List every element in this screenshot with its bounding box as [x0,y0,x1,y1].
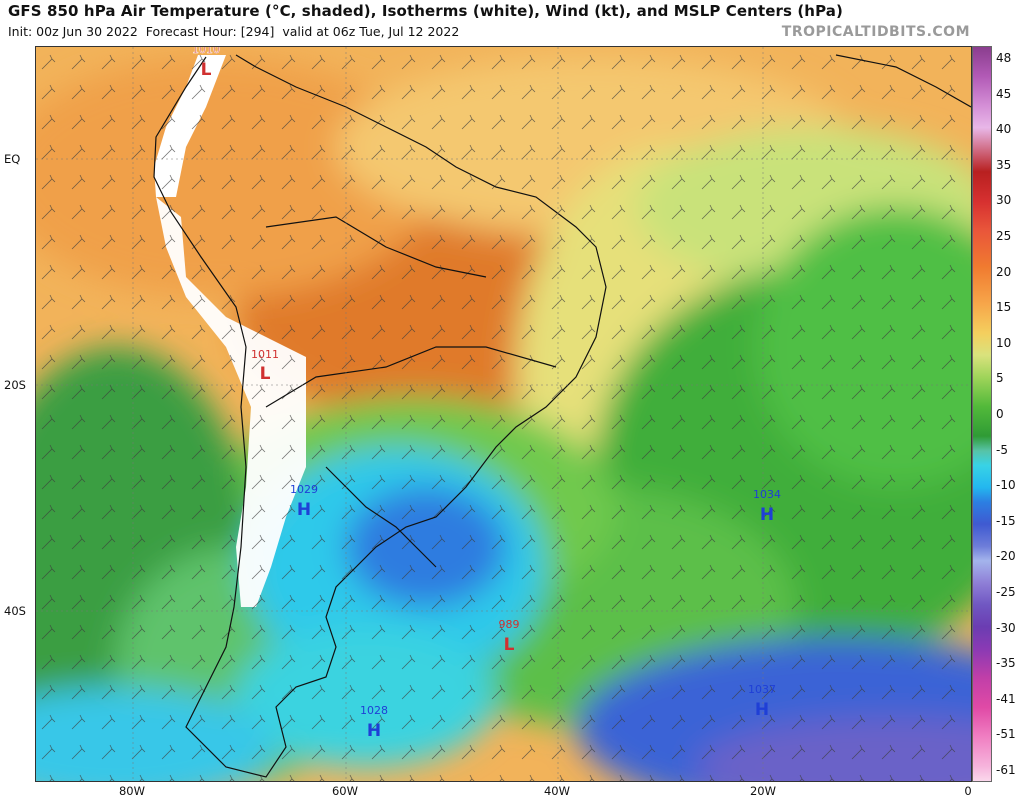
colorbar-tick-label: -5 [996,442,1008,457]
watermark: TROPICALTIDBITS.COM [781,24,970,40]
lon-label-80w: 80W [118,784,146,798]
center-989: 989 L [499,618,520,655]
colorbar-tick-label: 48 [996,51,1012,65]
colorbar-tick-label: -51 [996,727,1016,742]
lat-label-20s: 20S [4,378,26,392]
colorbar-tick-label: -10 [996,478,1016,493]
forecast-hour: Forecast Hour: [294] [145,24,275,39]
center-value: 1028 [360,704,388,717]
high-center-letter: H [760,505,774,525]
map-canvas: 1010 L 1011 L 1029 H 1034 H 989 L 1037 H… [36,47,971,781]
low-center-letter: L [260,364,271,384]
center-1010: 1010 L [192,47,221,80]
low-center-letter: L [504,635,515,655]
center-value: 1011 [251,348,279,361]
lon-label-60w: 60W [331,784,359,798]
colorbar-tick-label: 20 [996,264,1012,279]
map-title: GFS 850 hPa Air Temperature (°C, shaded)… [8,2,843,20]
center-value: 1010 [192,47,220,56]
colorbar-tick-label: -35 [996,656,1016,671]
temperature-colorbar [972,46,992,782]
colorbar-tick-label: 35 [996,157,1012,172]
center-value: 1034 [753,488,781,501]
graticule [36,47,971,781]
valid-time: valid at 06z Tue, Jul 12 2022 [282,24,460,39]
lon-label-40w: 40W [543,784,571,798]
colorbar-tick-label: 0 [996,407,1004,421]
colorbar-tick-label: -20 [996,549,1016,564]
map-subtitle: Init: 00z Jun 30 2022 Forecast Hour: [29… [8,24,463,39]
colorbar-tick-label: 15 [996,300,1012,315]
lat-label-40s: 40S [4,604,26,618]
center-value: 1029 [290,483,318,496]
colorbar-tick-label: -61 [996,763,1016,777]
colorbar-tick-label: 45 [996,86,1012,101]
lat-label-eq: EQ [4,152,21,166]
lon-label-0: 0 [964,784,972,798]
center-value: 1037 [748,683,776,696]
colorbar-tick-label: 10 [996,335,1012,350]
colorbar-tick-label: 5 [996,371,1004,386]
low-center-letter: L [201,60,212,80]
wind-barbs [36,47,971,781]
init-time: Init: 00z Jun 30 2022 [8,24,138,39]
colorbar-tick-label: 25 [996,229,1012,243]
temperature-map: 1010 L 1011 L 1029 H 1034 H 989 L 1037 H… [35,46,972,782]
center-1029: 1029 H [290,483,318,520]
colorbar-tick-label: 40 [996,122,1012,137]
colorbar-tick-label: 30 [996,193,1012,208]
colorbar-tick-label: -25 [996,585,1016,599]
high-center-letter: H [755,700,769,720]
colorbar-tick-label: -15 [996,513,1016,528]
center-1037: 1037 H [748,683,776,720]
colorbar-tick-label: -30 [996,620,1016,635]
high-center-letter: H [297,500,311,520]
center-1011: 1011 L [251,348,279,384]
high-center-letter: H [367,721,381,741]
center-value: 989 [499,618,520,631]
coastlines [153,54,971,778]
center-1034: 1034 H [753,488,781,525]
colorbar-tick-label: -41 [996,691,1016,706]
center-1028: 1028 H [360,704,388,741]
lon-label-20w: 20W [749,784,777,798]
